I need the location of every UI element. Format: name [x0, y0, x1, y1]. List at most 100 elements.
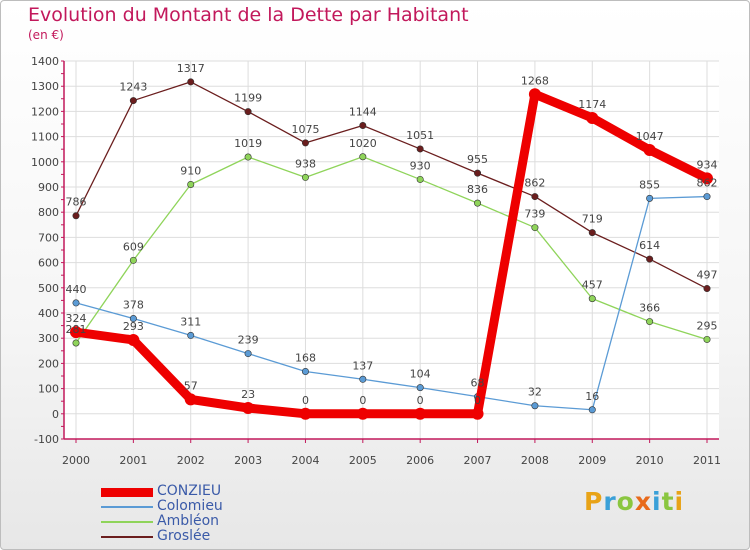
- chart-title: Evolution du Montant de la Dette par Hab…: [28, 4, 469, 26]
- data-point-groslée: [359, 122, 367, 130]
- legend-label: Colomieu: [157, 498, 223, 514]
- data-point-groslée: [187, 78, 195, 86]
- data-point-colomieu: [531, 402, 539, 410]
- data-point-groslée: [474, 169, 482, 177]
- data-label-ambléon: 1020: [349, 137, 377, 150]
- data-point-conzieu: [242, 402, 255, 415]
- data-label-colomieu: 137: [352, 359, 373, 372]
- y-tick-label: 1400: [31, 55, 59, 68]
- data-label-ambléon: 910: [180, 164, 201, 177]
- x-tick-label: 2007: [464, 454, 492, 467]
- data-label-conzieu: 934: [697, 158, 718, 171]
- data-point-conzieu: [414, 407, 427, 420]
- data-label-colomieu: 855: [639, 178, 660, 191]
- data-point-conzieu: [586, 111, 599, 124]
- logo-letter: i: [674, 487, 685, 516]
- data-label-conzieu: 0: [417, 394, 424, 407]
- x-tick-label: 2010: [636, 454, 664, 467]
- y-tick-label: 600: [38, 257, 59, 270]
- data-point-colomieu: [359, 375, 367, 383]
- series-line-colomieu: [75, 195, 708, 411]
- y-tick-label: 1300: [31, 80, 59, 93]
- data-label-ambléon: 281: [66, 323, 87, 336]
- data-label-ambléon: 836: [467, 183, 488, 196]
- data-point-colomieu: [187, 331, 195, 339]
- logo-letter: r: [603, 487, 617, 516]
- data-point-conzieu: [471, 407, 484, 420]
- data-label-conzieu: 0: [474, 394, 481, 407]
- x-tick-label: 2002: [177, 454, 205, 467]
- data-point-conzieu: [299, 407, 312, 420]
- data-point-ambléon: [359, 153, 367, 161]
- data-label-ambléon: 1019: [234, 137, 262, 150]
- data-label-conzieu: 324: [66, 312, 87, 325]
- y-tick-label: 500: [38, 282, 59, 295]
- legend-label: CONZIEU: [157, 483, 222, 499]
- data-label-colomieu: 104: [410, 368, 431, 381]
- logo-letter: P: [584, 487, 604, 516]
- data-point-ambléon: [72, 339, 80, 347]
- data-label-colomieu: 168: [295, 351, 316, 364]
- data-label-colomieu: 68: [471, 377, 485, 390]
- data-label-colomieu: 16: [585, 390, 599, 403]
- data-label-conzieu: 293: [123, 320, 144, 333]
- data-label-groslée: 1051: [406, 129, 434, 142]
- data-point-ambléon: [646, 318, 654, 326]
- data-label-groslée: 1199: [234, 92, 262, 105]
- data-label-ambléon: 457: [582, 279, 603, 292]
- legend-swatch: [101, 536, 153, 538]
- legend-item: Ambléon: [101, 513, 341, 529]
- x-tick-label: 2008: [521, 454, 549, 467]
- data-point-ambléon: [474, 199, 482, 207]
- legend-item: Colomieu: [101, 498, 341, 514]
- data-point-colomieu: [244, 350, 252, 358]
- data-point-conzieu: [356, 407, 369, 420]
- data-label-conzieu: 23: [241, 388, 255, 401]
- data-label-ambléon: 938: [295, 157, 316, 170]
- data-label-conzieu: 1047: [636, 130, 664, 143]
- data-label-ambléon: 366: [639, 302, 660, 315]
- legend-label: Groslée: [157, 528, 211, 544]
- data-label-colomieu: 440: [66, 283, 87, 296]
- data-label-conzieu: 0: [302, 394, 309, 407]
- data-point-groslée: [72, 212, 80, 220]
- data-point-groslée: [703, 285, 711, 293]
- x-tick-label: 2000: [62, 454, 90, 467]
- data-label-groslée: 955: [467, 153, 488, 166]
- chart-subtitle: (en €): [28, 28, 64, 42]
- data-label-colomieu: 239: [238, 334, 259, 347]
- data-label-groslée: 1243: [119, 81, 147, 94]
- y-tick-label: 1100: [31, 131, 59, 144]
- x-tick-label: 2003: [234, 454, 262, 467]
- data-point-conzieu: [528, 88, 541, 101]
- y-tick-label: -100: [34, 433, 59, 446]
- data-point-ambléon: [416, 175, 424, 183]
- data-label-groslée: 719: [582, 213, 603, 226]
- data-label-groslée: 1075: [291, 123, 319, 136]
- y-tick-label: 1000: [31, 156, 59, 169]
- data-label-ambléon: 930: [410, 159, 431, 172]
- data-point-colomieu: [129, 315, 137, 323]
- data-label-ambléon: 739: [524, 208, 545, 221]
- data-label-groslée: 614: [639, 239, 660, 252]
- data-point-colomieu: [703, 193, 711, 201]
- legend-swatch: [101, 521, 153, 523]
- data-point-ambléon: [531, 224, 539, 232]
- proxiti-logo: Proxiti: [584, 487, 684, 516]
- series-line-groslée: [75, 81, 708, 290]
- data-point-groslée: [129, 97, 137, 105]
- data-point-conzieu: [127, 333, 140, 346]
- legend-item: Groslée: [101, 528, 341, 544]
- y-tick-label: 800: [38, 206, 59, 219]
- data-label-colomieu: 862: [697, 177, 718, 190]
- data-label-ambléon: 609: [123, 240, 144, 253]
- legend-label: Ambléon: [157, 513, 220, 529]
- data-point-colomieu: [301, 367, 309, 375]
- data-point-groslée: [301, 139, 309, 147]
- y-tick-label: 700: [38, 231, 59, 244]
- x-tick-label: 2006: [406, 454, 434, 467]
- x-tick-label: 2005: [349, 454, 377, 467]
- data-point-ambléon: [588, 295, 596, 303]
